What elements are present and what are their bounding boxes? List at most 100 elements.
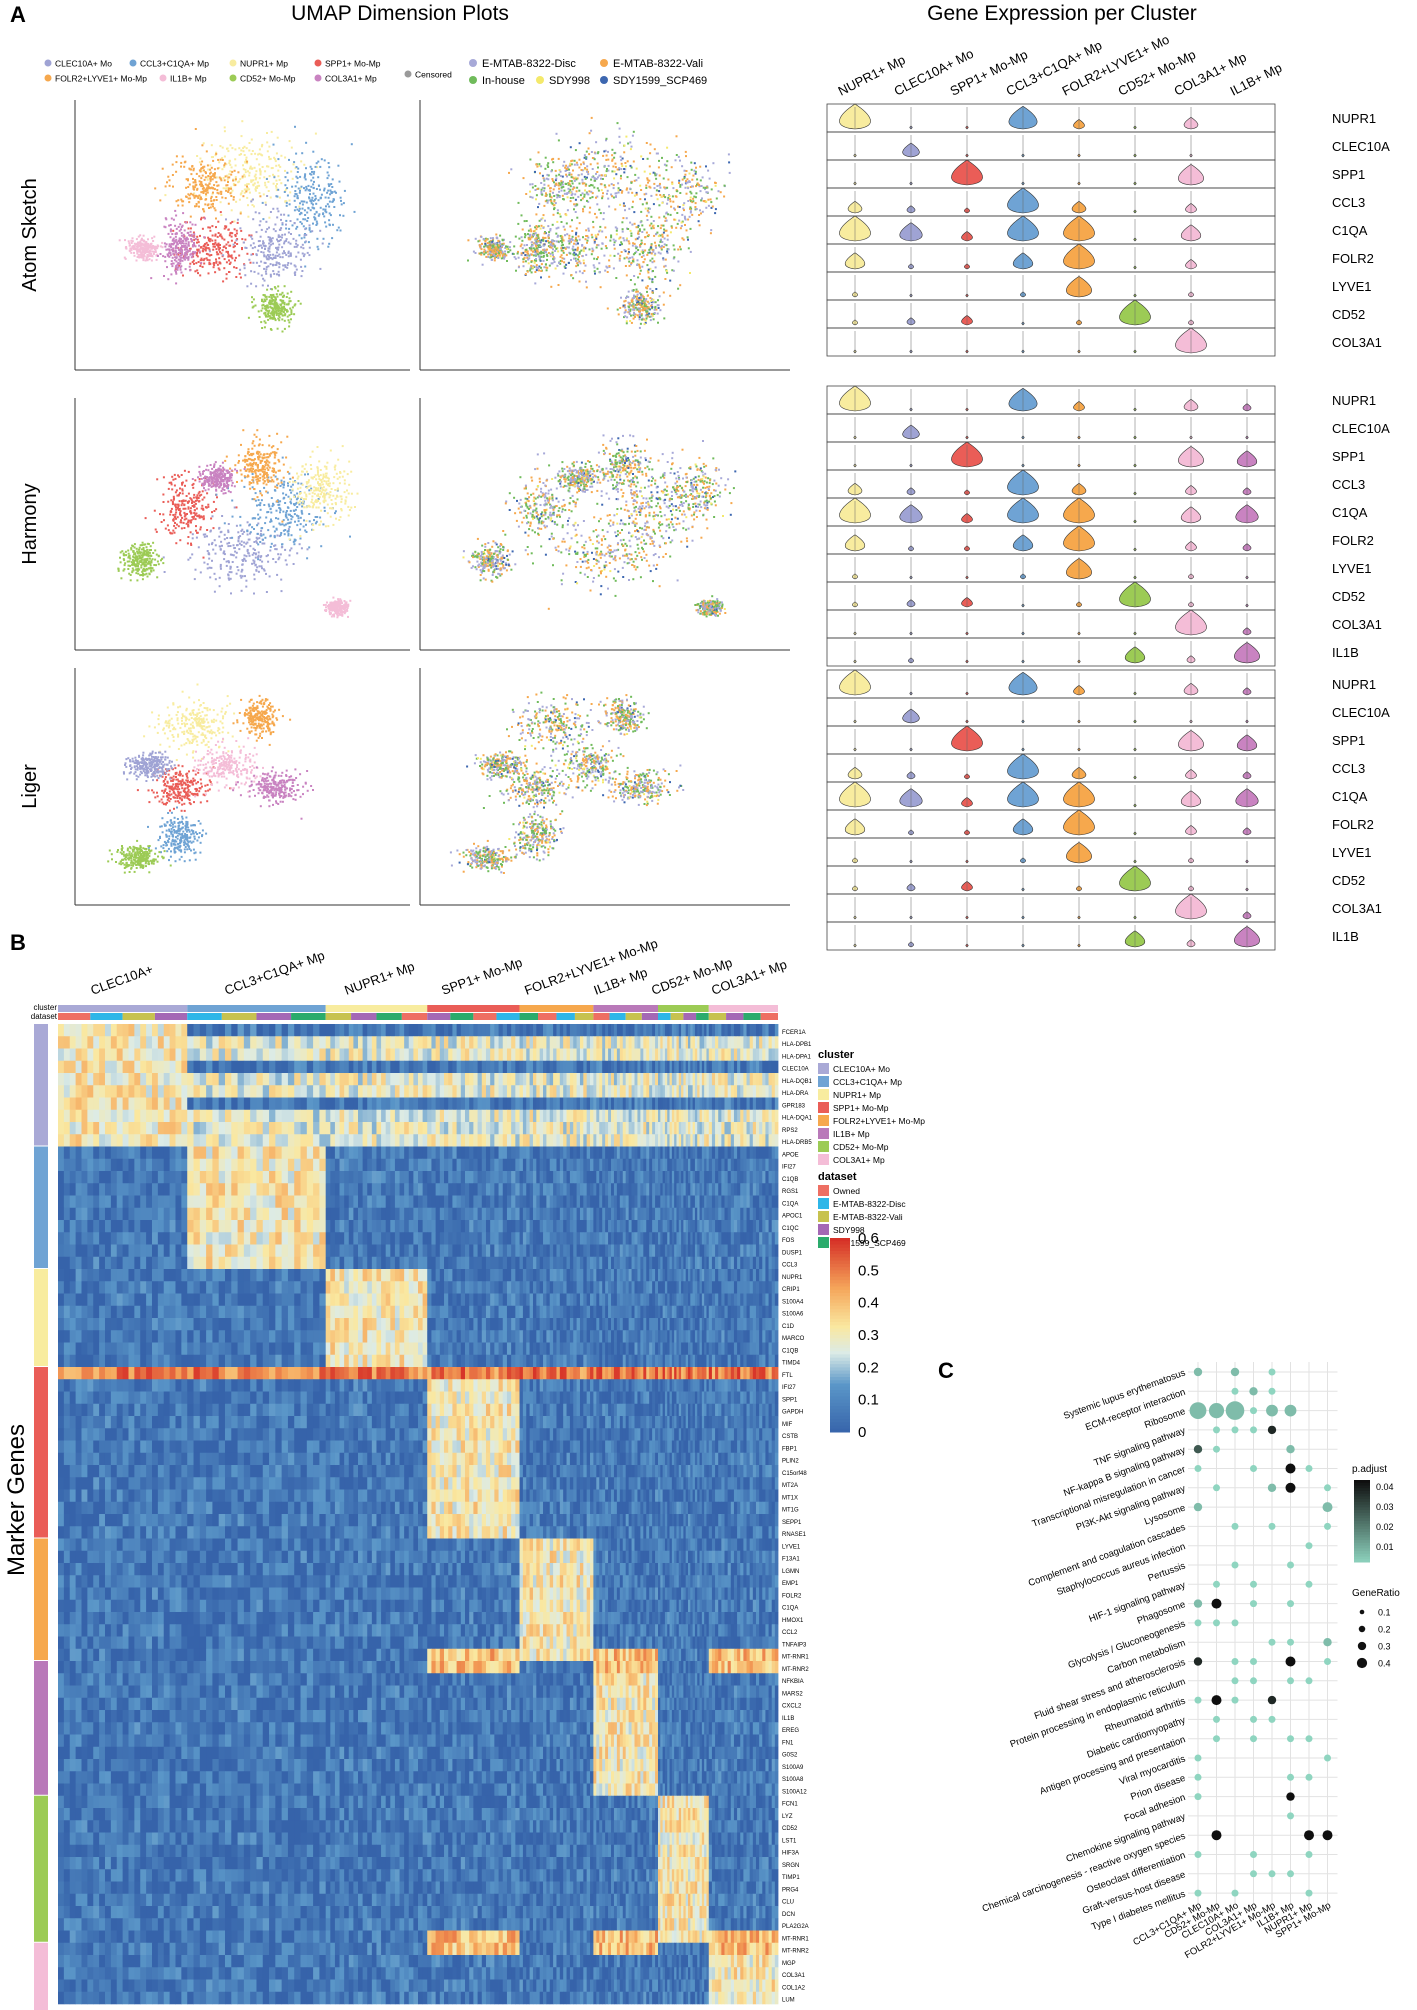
umap-point: [689, 211, 692, 214]
umap-point: [238, 460, 240, 462]
umap-point: [179, 249, 182, 252]
umap-point: [582, 210, 585, 213]
umap-point: [337, 458, 340, 461]
umap-point: [576, 249, 579, 252]
umap-point: [651, 307, 654, 310]
umap-point: [169, 531, 172, 534]
umap-point: [175, 155, 178, 158]
umap-point: [184, 237, 187, 240]
umap-point: [539, 241, 542, 244]
umap-point: [654, 305, 657, 308]
umap-point: [326, 476, 329, 479]
umap-point: [536, 226, 539, 228]
umap-point: [650, 227, 653, 230]
umap-point: [251, 167, 253, 170]
umap-point: [328, 200, 331, 203]
umap-point: [277, 262, 280, 265]
umap-point: [286, 315, 289, 318]
umap-point: [258, 316, 261, 318]
umap-point: [590, 178, 593, 181]
umap-point: [182, 274, 184, 277]
umap-point: [314, 198, 316, 201]
umap-point: [266, 141, 269, 144]
umap-point: [682, 207, 685, 210]
umap-point: [553, 185, 556, 188]
umap-point: [196, 269, 199, 272]
umap-point: [690, 161, 693, 164]
umap-point: [190, 238, 193, 240]
umap-point: [573, 177, 576, 180]
umap-point: [204, 171, 207, 173]
umap-point: [582, 250, 585, 253]
umap-point: [178, 493, 180, 496]
umap-point: [231, 536, 234, 539]
umap-point: [281, 523, 284, 526]
umap-point: [140, 237, 143, 240]
umap-point: [212, 500, 215, 503]
umap-point: [191, 537, 194, 540]
umap-point: [196, 188, 199, 191]
umap-point: [198, 494, 201, 497]
umap-point: [520, 236, 523, 239]
legend-label-5: IL1B+ Mp: [170, 74, 207, 84]
umap-point: [645, 202, 648, 205]
umap-point: [621, 190, 624, 193]
umap-point: [554, 169, 557, 172]
umap-point: [543, 179, 546, 182]
umap-point: [181, 516, 183, 519]
umap-point: [577, 174, 580, 177]
umap-point: [614, 208, 617, 211]
umap-point: [285, 510, 288, 512]
umap-point: [181, 224, 184, 227]
umap-point: [281, 256, 284, 259]
umap-point: [268, 302, 271, 305]
umap-point: [202, 533, 205, 536]
umap-point: [155, 258, 158, 261]
umap-point: [521, 239, 524, 242]
umap-point: [630, 321, 633, 324]
umap-point: [179, 262, 182, 265]
umap-point: [181, 242, 184, 244]
umap-point: [192, 186, 195, 189]
umap-point: [191, 261, 194, 264]
umap-point: [553, 181, 555, 184]
umap-point: [310, 501, 313, 504]
umap-point: [190, 234, 193, 237]
umap-point: [234, 256, 237, 259]
umap-point: [344, 502, 347, 505]
umap-point: [258, 152, 261, 155]
umap-point: [313, 476, 316, 478]
umap-point: [231, 170, 234, 173]
umap-point: [255, 540, 258, 543]
umap-point: [174, 224, 177, 227]
umap-point: [311, 199, 314, 202]
umap-point: [276, 216, 279, 219]
umap-point: [245, 247, 248, 249]
umap-point: [155, 254, 158, 257]
umap-point: [248, 188, 251, 191]
umap-point: [193, 578, 196, 581]
umap-point: [195, 529, 197, 532]
umap-point: [618, 135, 621, 138]
umap-point: [171, 475, 174, 478]
umap-point: [198, 490, 201, 493]
umap-point: [314, 489, 317, 492]
umap-point: [562, 239, 565, 242]
umap-point: [646, 177, 649, 180]
umap-point: [243, 191, 246, 194]
umap-point: [279, 235, 282, 238]
umap-point: [629, 279, 632, 281]
umap-point: [222, 552, 225, 555]
umap-point: [140, 244, 142, 246]
umap-point: [591, 236, 594, 239]
umap-point: [247, 464, 250, 467]
umap-point: [253, 592, 255, 595]
umap-point: [295, 242, 298, 245]
umap-point: [576, 254, 579, 257]
umap-point: [315, 202, 318, 205]
umap-point: [255, 536, 258, 539]
umap-point: [624, 168, 627, 171]
umap-point: [631, 289, 634, 292]
umap-point: [532, 254, 535, 257]
umap-point: [175, 227, 178, 230]
